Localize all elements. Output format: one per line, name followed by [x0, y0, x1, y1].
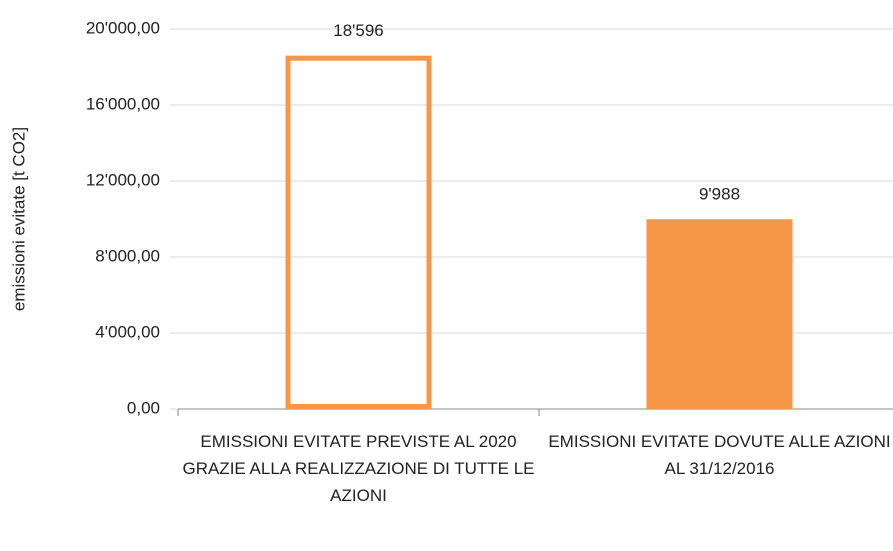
y-axis-label: emissioni evitate [t CO2] [9, 127, 28, 311]
y-tick-label: 12'000,00 [86, 170, 160, 189]
data-label: 9'988 [699, 185, 740, 204]
bar [285, 55, 432, 410]
y-tick-label: 16'000,00 [86, 94, 160, 113]
y-tick-label: 4'000,00 [95, 322, 160, 341]
y-tick-label: 0,00 [127, 398, 160, 417]
data-label: 18'596 [333, 21, 384, 40]
y-tick-label: 20'000,00 [86, 18, 160, 37]
y-tick-label: 8'000,00 [95, 246, 160, 265]
x-tick-label: EMISSIONI EVITATE DOVUTE ALLE AZIONI AL … [548, 432, 891, 478]
x-tick-label: EMISSIONI EVITATE PREVISTE AL 2020 GRAZI… [182, 432, 535, 505]
bar [646, 219, 793, 409]
